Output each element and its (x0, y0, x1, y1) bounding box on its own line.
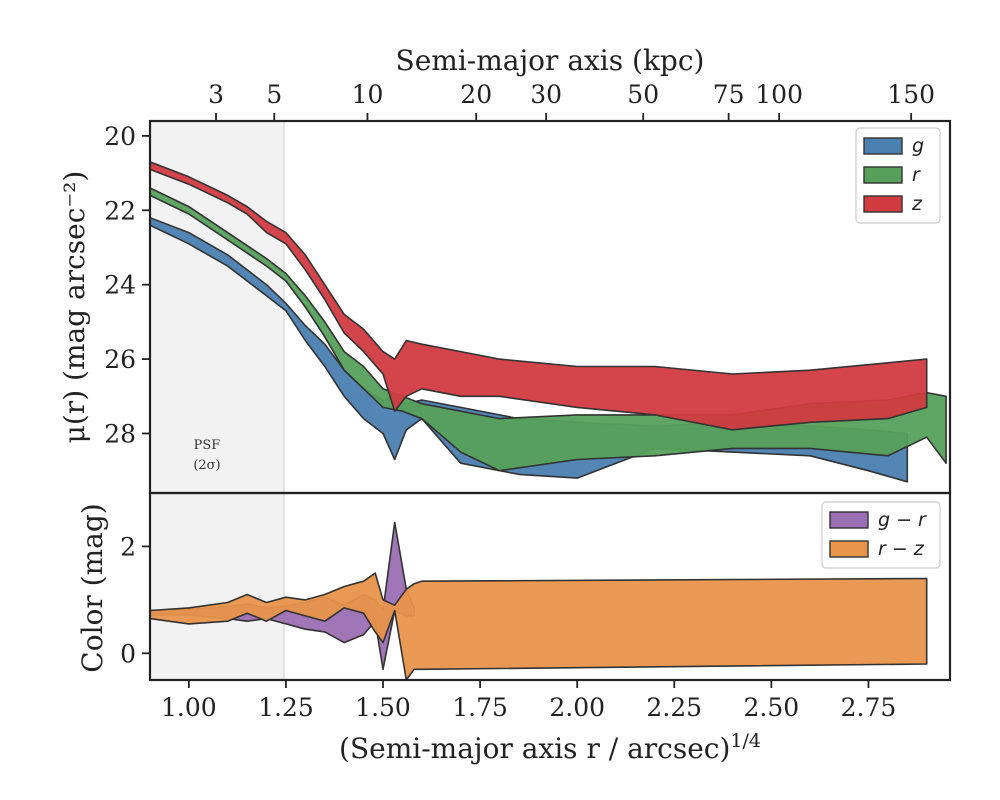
top-tick-label: 150 (887, 80, 935, 109)
bottom-axis-title-superscript: 1/4 (730, 730, 761, 752)
bottom-tick-label: 2.25 (646, 693, 702, 722)
bottom-tick-label: 2.75 (841, 693, 897, 722)
y-tick-label: 26 (104, 345, 136, 374)
legend-label-z: z (911, 193, 923, 215)
lower-y-axis-title: Color (mag) (76, 503, 109, 672)
top-tick-label: 5 (266, 80, 282, 109)
surface-brightness-bands (150, 161, 947, 483)
band-r-z (150, 572, 928, 680)
color-bands (150, 521, 928, 680)
lower-panel: 02 1.00 1.25 1.50 1.75 2.00 2.25 2.50 2.75 g − … (120, 493, 941, 722)
legend-label-r-z: r − z (878, 538, 925, 560)
bottom-tick-label: 1.50 (355, 693, 411, 722)
top-tick-label: 75 (713, 80, 745, 109)
legend-swatch-z (863, 195, 903, 213)
top-axis-title: Semi-major axis (kpc) (396, 44, 705, 77)
bottom-tick-label: 2.00 (549, 693, 605, 722)
top-tick-label: 20 (460, 80, 492, 109)
y-tick-label: 24 (104, 271, 136, 300)
legend-swatch-r (863, 166, 903, 184)
lower-panel-frame (148, 491, 952, 682)
psf-label-line1: PSF (194, 438, 221, 453)
top-tick-label: 3 (208, 80, 224, 109)
top-x-ticks: 3 5 10 20 30 50 75 100 150 (208, 80, 935, 121)
top-tick-label: 50 (627, 80, 659, 109)
top-tick-label: 100 (755, 80, 803, 109)
legend-swatch-g-r (829, 511, 869, 529)
legend-label-g-r: g − r (878, 509, 927, 531)
legend-label-r: r (912, 164, 921, 186)
y-tick-label: 0 (120, 639, 136, 668)
band-z (150, 161, 928, 431)
legend-label-g: g (912, 135, 924, 157)
upper-panel: PSF (2σ) 20 22 24 26 28 3 5 10 20 30 50 75 100 150 g… (104, 80, 947, 493)
band-r (150, 187, 947, 472)
psf-label-line2: (2σ) (193, 458, 220, 473)
top-tick-label: 10 (352, 80, 384, 109)
bottom-axis-title-main: (Semi-major axis r / arcsec) (339, 732, 730, 765)
upper-legend: grz (855, 127, 941, 224)
upper-y-ticks: 20 22 24 26 28 (104, 122, 150, 448)
legend-swatch-g (863, 137, 903, 155)
legend-swatch-r-z (829, 540, 869, 558)
bottom-tick-label: 1.25 (258, 693, 314, 722)
upper-y-axis-title: μ(r) (mag arcsec⁻²) (58, 171, 91, 444)
lower-legend: g − r r − z (821, 501, 941, 569)
lower-y-ticks: 02 (120, 532, 150, 668)
bottom-tick-label: 1.75 (452, 693, 508, 722)
y-tick-label: 2 (120, 532, 136, 561)
bottom-tick-label: 1.00 (161, 693, 217, 722)
bottom-axis-title: (Semi-major axis r / arcsec)1/4 (339, 730, 761, 765)
psf-shade (150, 121, 284, 493)
bottom-x-ticks: 1.00 1.25 1.50 1.75 2.00 2.25 2.50 2.75 (161, 680, 896, 722)
y-tick-label: 22 (104, 196, 136, 225)
psf-shade (150, 493, 284, 680)
y-tick-label: 28 (104, 419, 136, 448)
y-tick-label: 20 (104, 122, 136, 151)
bottom-tick-label: 2.50 (744, 693, 800, 722)
top-tick-label: 30 (530, 80, 562, 109)
